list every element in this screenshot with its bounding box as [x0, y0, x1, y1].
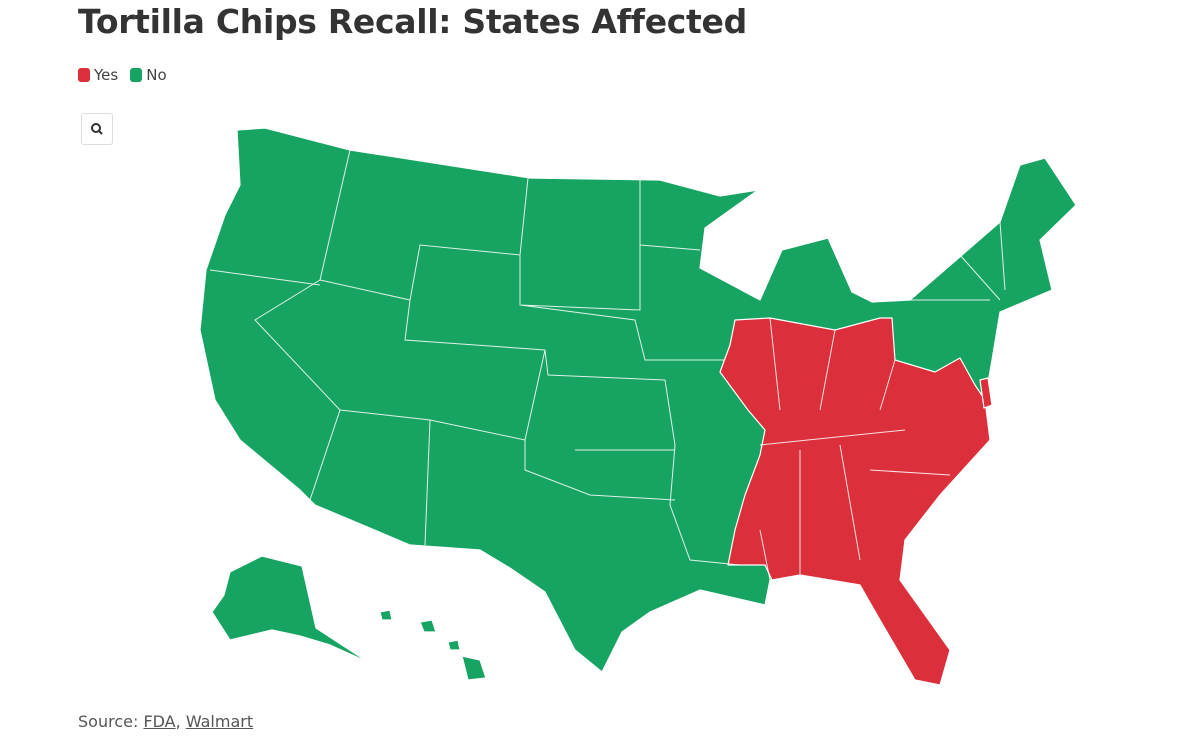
- source-link[interactable]: Walmart: [185, 712, 254, 731]
- search-button[interactable]: [81, 113, 113, 145]
- region-no[interactable]: [211, 555, 369, 663]
- separator: ,: [175, 712, 181, 731]
- region-yes[interactable]: [719, 317, 991, 686]
- source-label: Source:: [78, 712, 139, 731]
- legend-item[interactable]: No: [130, 66, 167, 84]
- legend: Yes No: [78, 66, 167, 84]
- legend-label: No: [146, 66, 167, 84]
- legend-swatch: [78, 68, 90, 82]
- source-link[interactable]: FDA: [143, 712, 176, 731]
- legend-label: Yes: [94, 66, 119, 84]
- legend-swatch: [130, 68, 143, 82]
- footer: Source: FDA, Walmart: [78, 712, 253, 731]
- search-icon: [91, 123, 103, 135]
- region-no[interactable]: [379, 609, 487, 681]
- region-yes[interactable]: [979, 377, 993, 409]
- state-borders: [209, 149, 1006, 581]
- legend-item[interactable]: Yes: [78, 66, 118, 84]
- title: Tortilla Chips Recall: States Affected: [78, 2, 747, 41]
